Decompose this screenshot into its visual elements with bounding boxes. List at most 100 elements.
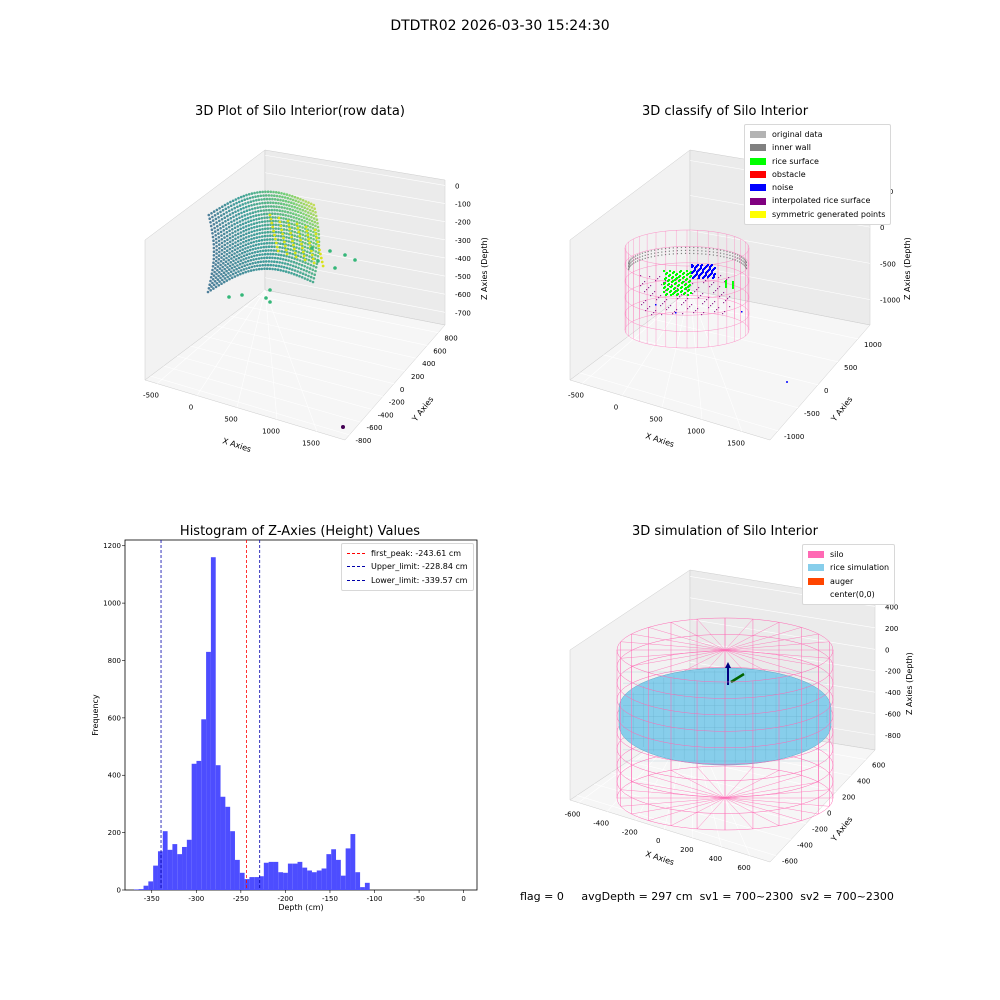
- scatter-point: [314, 214, 318, 218]
- scatter-point: [255, 232, 259, 236]
- scatter-point: [282, 224, 286, 227]
- scatter-point: [272, 190, 275, 194]
- scatter-point: [239, 245, 242, 249]
- scatter-point: [234, 261, 237, 265]
- scatter-point: [208, 283, 211, 286]
- scatter-point: [267, 194, 271, 197]
- inner-wall-point: [657, 254, 659, 257]
- scatter-point: [306, 221, 309, 224]
- histogram-bar: [138, 889, 144, 890]
- interpolated-point: [717, 288, 719, 290]
- panel1-zlabel: Z Axies (Depth): [480, 237, 489, 300]
- scatter-point: [255, 240, 258, 243]
- scatter-point: [262, 209, 265, 212]
- scatter-point: [266, 252, 270, 256]
- scatter-point: [281, 242, 285, 246]
- interpolated-point: [729, 306, 731, 308]
- scatter-point: [220, 273, 223, 276]
- scatter-point: [226, 266, 229, 269]
- rice-surface-point: [674, 279, 676, 281]
- scatter-point: [225, 249, 229, 252]
- inner-wall-point: [628, 264, 630, 267]
- scatter-point: [273, 260, 276, 263]
- scatter-point: [206, 290, 210, 294]
- scatter-point: [215, 256, 218, 259]
- scatter-point: [295, 238, 299, 242]
- scatter-point: [312, 203, 316, 207]
- y-tick-label: 600: [433, 347, 446, 355]
- scatter-point: [292, 247, 296, 251]
- silo-roof-spoke: [724, 622, 780, 651]
- scatter-point: [301, 199, 305, 202]
- legend-item: first_peak: -243.61 cm: [347, 547, 468, 560]
- scatter-point: [212, 254, 216, 257]
- scatter-point: [287, 243, 290, 247]
- scatter-point: [231, 272, 235, 276]
- scatter-point: [240, 215, 244, 218]
- scatter-point: [290, 256, 294, 259]
- scatter-point: [240, 251, 244, 255]
- panel3-ylabel: Frequency: [91, 694, 100, 736]
- scatter-point: [250, 192, 254, 195]
- inner-wall-point: [676, 247, 678, 249]
- scatter-point: [269, 219, 272, 223]
- legend-swatch: [750, 171, 766, 179]
- scatter-point: [297, 214, 300, 217]
- scatter-point: [228, 209, 231, 213]
- scatter-point: [223, 216, 226, 219]
- scatter-point: [235, 254, 239, 258]
- scatter-point: [209, 224, 213, 228]
- scatter-point: [274, 201, 278, 205]
- scatter-point: [250, 226, 253, 230]
- histogram-bar: [311, 872, 317, 890]
- scatter-point: [252, 240, 256, 244]
- scatter-point: [213, 270, 216, 274]
- scatter-point: [214, 217, 218, 221]
- scatter-point: [226, 262, 230, 266]
- rice-surface-point: [668, 275, 670, 277]
- scatter-point: [241, 203, 245, 206]
- panel3-histogram: -350 -300 -250 -200 -150 -100 -50 0 0 200 400 600 80…: [91, 539, 478, 912]
- inner-wall-point: [736, 257, 739, 259]
- scatter-point: [211, 278, 215, 281]
- rice-surface-point: [687, 286, 689, 288]
- scatter-point: [239, 242, 242, 245]
- interpolated-point: [703, 282, 705, 284]
- scatter-point: [244, 228, 248, 232]
- inner-wall-point: [684, 252, 687, 255]
- inner-wall-point: [684, 246, 687, 249]
- scatter-point: [319, 252, 322, 256]
- scatter-point: [248, 196, 252, 200]
- inner-wall-point: [676, 250, 678, 252]
- inner-wall-point: [716, 251, 718, 254]
- scatter-point: [248, 212, 252, 215]
- rice-surface-point: [669, 270, 671, 272]
- scatter-point: [233, 252, 236, 255]
- scatter-point: [259, 246, 263, 249]
- scatter-point: [271, 197, 274, 201]
- legend-item: original data: [750, 128, 885, 141]
- scatter-point: [309, 225, 312, 229]
- scatter-point: [253, 254, 256, 258]
- scatter-point: [289, 248, 292, 251]
- inner-wall-point: [644, 257, 646, 259]
- scatter-point: [282, 265, 286, 269]
- scatter-point: [308, 267, 312, 270]
- inner-wall-point: [745, 264, 747, 267]
- silo-floor-spoke: [724, 797, 830, 807]
- scatter-point: [211, 215, 214, 219]
- scatter-point: [250, 230, 253, 234]
- scatter-point: [258, 202, 261, 205]
- scatter-point: [220, 214, 223, 217]
- scatter-point: [313, 220, 317, 224]
- scatter-point: [281, 258, 285, 261]
- scatter-point: [212, 210, 216, 213]
- histogram-bar: [345, 848, 351, 890]
- noise-point: [675, 312, 677, 314]
- inner-wall-point: [744, 259, 746, 261]
- scatter-point: [219, 276, 222, 280]
- scatter-point: [297, 230, 301, 234]
- noise-point: [701, 264, 703, 266]
- scatter-point: [250, 255, 253, 258]
- histogram-bar: [153, 865, 158, 890]
